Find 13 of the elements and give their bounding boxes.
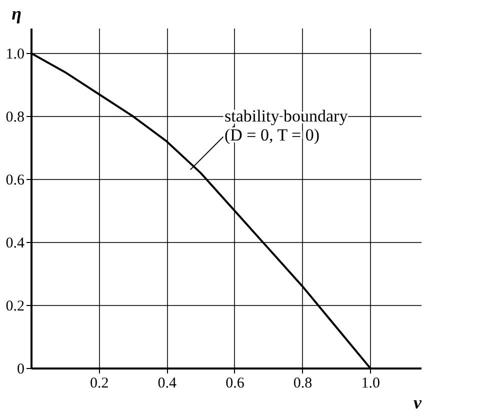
y-tick-label: 0.2 xyxy=(6,298,24,315)
x-axis-title: ν xyxy=(414,392,422,412)
x-tick-label: 0.8 xyxy=(293,376,312,392)
x-tick-label: 0.2 xyxy=(90,376,109,392)
x-tick-label: 1.0 xyxy=(361,376,380,392)
x-tick-label: 0.4 xyxy=(158,376,178,392)
x-tick-label: 0.6 xyxy=(226,376,245,392)
y-tick-label: 0.4 xyxy=(6,236,25,252)
y-axis-title: η xyxy=(12,4,22,24)
y-tick-label: 0.8 xyxy=(6,110,24,126)
y-tick-label: 0 xyxy=(17,362,24,378)
y-tick-label: 1.0 xyxy=(6,46,24,63)
y-tick-label: 0.6 xyxy=(6,172,25,189)
